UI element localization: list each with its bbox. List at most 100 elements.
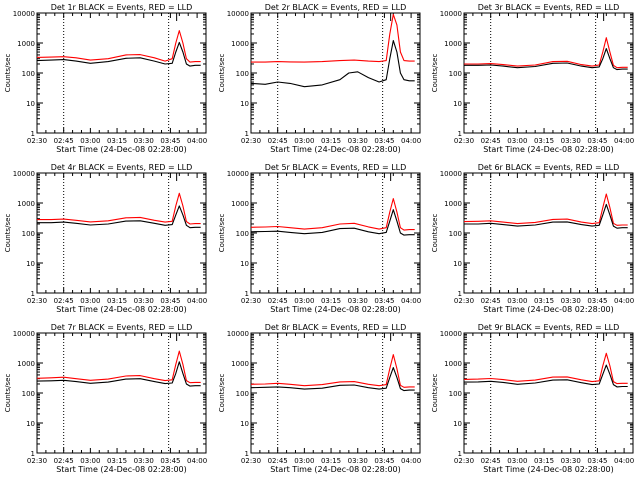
series-line-events [250,367,415,392]
y-tick-label: 100 [236,230,249,238]
panel-9: Det 9r BLACK = Events, RED = LLD 1 10 100 10… [431,323,634,474]
x-tick-label: 02:45 [268,297,288,305]
panel-title: Det 1r BLACK = Events, RED = LLD [51,3,193,12]
x-tick-label: 02:45 [481,137,501,145]
panel-title: Det 5r BLACK = Events, RED = LLD [265,163,407,172]
x-tick-label: 03:45 [587,297,607,305]
x-tick-label: 02:45 [54,137,74,145]
y-tick-label: 10 [26,260,35,268]
panel-3: Det 3r BLACK = Events, RED = LLD 1 10 100 10… [431,3,634,154]
y-tick-label: 1000 [17,40,35,48]
x-tick-label: 03:00 [294,137,314,145]
y-axis-label: Counts/sec [4,374,12,413]
x-tick-label: 03:30 [348,297,368,305]
y-tick-label: 1 [31,450,35,458]
y-tick-label: 10000 [440,330,462,338]
x-tick-label: 03:45 [587,137,607,145]
series-line-lld [37,192,201,225]
y-tick-label: 10 [240,100,249,108]
y-axis-label: Counts/sec [218,374,226,413]
corner-marker [603,12,609,21]
corner-marker [176,332,182,341]
x-tick-label: 02:45 [268,137,288,145]
x-tick-label: 03:30 [134,297,154,305]
panel-title: Det 4r BLACK = Events, RED = LLD [51,163,193,172]
y-tick-label: 10000 [13,330,35,338]
panel-4: Det 4r BLACK = Events, RED = LLD 1 10 100 10… [4,163,207,314]
series-line-events [464,48,628,71]
x-tick-label: 03:00 [507,297,527,305]
series-line-events [250,209,415,236]
panel-7: Det 7r BLACK = Events, RED = LLD 1 10 100 10… [4,323,207,474]
x-tick-label: 04:00 [187,457,207,465]
panel-title: Det 7r BLACK = Events, RED = LLD [51,323,193,332]
x-tick-label: 02:45 [268,457,288,465]
x-tick-label: 04:00 [401,137,421,145]
x-tick-label: 03:00 [507,137,527,145]
y-tick-label: 1000 [17,200,35,208]
x-tick-label: 03:30 [134,457,154,465]
x-tick-label: 03:00 [507,457,527,465]
series-line-lld [464,37,628,69]
x-axis-label: Start Time (24-Dec-08 02:28:00) [56,305,187,314]
y-tick-label: 1 [245,130,249,138]
panel-title: Det 9r BLACK = Events, RED = LLD [478,323,620,332]
x-tick-label: 02:45 [54,297,74,305]
y-tick-label: 1 [245,450,249,458]
x-tick-label: 02:45 [54,457,74,465]
x-tick-label: 04:00 [401,297,421,305]
x-tick-label: 03:15 [107,137,127,145]
series-line-lld [36,30,201,63]
x-tick-label: 03:00 [294,297,314,305]
y-axis-label: Counts/sec [431,214,439,253]
y-tick-label: 1 [31,130,35,138]
y-tick-label: 10000 [13,170,35,178]
x-axis-label: Start Time (24-Dec-08 02:28:00) [270,305,401,314]
x-tick-label: 02:30 [454,137,474,145]
panel-5: Det 5r BLACK = Events, RED = LLD 1 10 100 10… [218,163,421,314]
y-tick-label: 10 [240,420,249,428]
series-line-events [464,203,628,229]
x-tick-label: 03:15 [321,297,341,305]
x-tick-label: 02:30 [27,137,47,145]
y-tick-label: 1 [245,290,249,298]
panel-2: Det 2r BLACK = Events, RED = LLD 1 10 100 10… [218,3,421,154]
y-tick-label: 100 [22,70,35,78]
x-tick-label: 03:30 [348,457,368,465]
x-tick-label: 02:30 [241,457,261,465]
x-tick-label: 02:45 [481,457,501,465]
panel-1: Det 1r BLACK = Events, RED = LLD 1 10 100 10… [4,3,207,154]
y-tick-label: 1 [31,290,35,298]
x-tick-label: 04:00 [614,297,634,305]
corner-marker [603,172,609,181]
series-line-events [36,361,201,387]
y-tick-label: 1 [458,290,462,298]
x-tick-label: 04:00 [187,137,207,145]
x-tick-label: 03:45 [374,457,394,465]
y-tick-label: 100 [22,390,35,398]
x-tick-label: 04:00 [614,457,634,465]
x-axis-label: Start Time (24-Dec-08 02:28:00) [483,145,614,154]
series-line-lld [250,354,415,388]
x-tick-label: 04:00 [401,457,421,465]
y-tick-label: 100 [236,70,249,78]
y-tick-label: 100 [236,390,249,398]
y-tick-label: 100 [449,390,462,398]
corner-marker [603,332,609,341]
corner-marker [176,172,182,181]
y-tick-label: 10 [26,420,35,428]
panel-title: Det 8r BLACK = Events, RED = LLD [265,323,407,332]
corner-marker [390,12,396,21]
y-tick-label: 100 [449,70,462,78]
y-tick-label: 1000 [444,40,462,48]
x-tick-label: 03:00 [80,137,100,145]
panel-title: Det 3r BLACK = Events, RED = LLD [478,3,620,12]
x-tick-label: 03:15 [534,137,554,145]
x-tick-label: 02:30 [27,457,47,465]
y-tick-label: 10 [26,100,35,108]
y-tick-label: 100 [449,230,462,238]
x-tick-label: 03:45 [160,457,180,465]
series-line-events [36,41,201,67]
corner-marker [390,332,396,341]
